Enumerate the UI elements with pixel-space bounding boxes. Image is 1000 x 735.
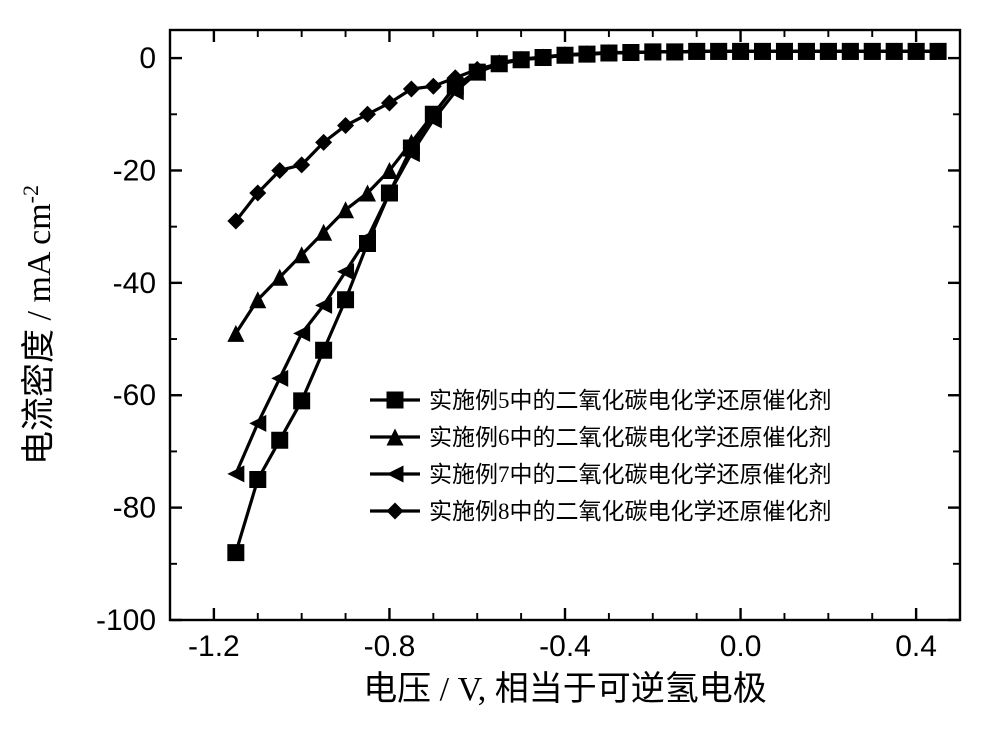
y-tick-label: -60 bbox=[113, 379, 156, 412]
x-tick-label: -0.4 bbox=[539, 630, 591, 663]
x-axis-label: 电压 / V, 相当于可逆氢电极 bbox=[363, 670, 767, 708]
legend-label-ex6: 实施例6中的二氧化碳电化学还原催化剂 bbox=[429, 425, 832, 450]
legend-label-ex8: 实施例8中的二氧化碳电化学还原催化剂 bbox=[429, 499, 832, 524]
x-tick-label: -0.8 bbox=[364, 630, 416, 663]
legend-marker-ex5 bbox=[387, 392, 404, 409]
y-tick-label: 0 bbox=[139, 42, 156, 75]
x-tick-label: 0.4 bbox=[895, 630, 937, 663]
x-tick-label: 0.0 bbox=[720, 630, 762, 663]
y-tick-label: -40 bbox=[113, 267, 156, 300]
y-tick-label: -20 bbox=[113, 154, 156, 187]
y-axis-label: 电流密度 / mA cm-2 bbox=[18, 185, 59, 465]
chart-svg: -1.2 -0.8 -0.4 0.0 0.4 -100 -80 -60 -40 -20 0 电压 / … bbox=[0, 0, 1000, 735]
chart-stage: -1.2 -0.8 -0.4 0.0 0.4 -100 -80 -60 -40 -20 0 电压 / … bbox=[0, 0, 1000, 735]
legend-label-ex5: 实施例5中的二氧化碳电化学还原催化剂 bbox=[429, 388, 832, 413]
legend-label-ex7: 实施例7中的二氧化碳电化学还原催化剂 bbox=[429, 462, 832, 487]
x-tick-label: -1.2 bbox=[188, 630, 240, 663]
y-tick-label: -80 bbox=[113, 492, 156, 525]
y-tick-label: -100 bbox=[96, 604, 156, 637]
